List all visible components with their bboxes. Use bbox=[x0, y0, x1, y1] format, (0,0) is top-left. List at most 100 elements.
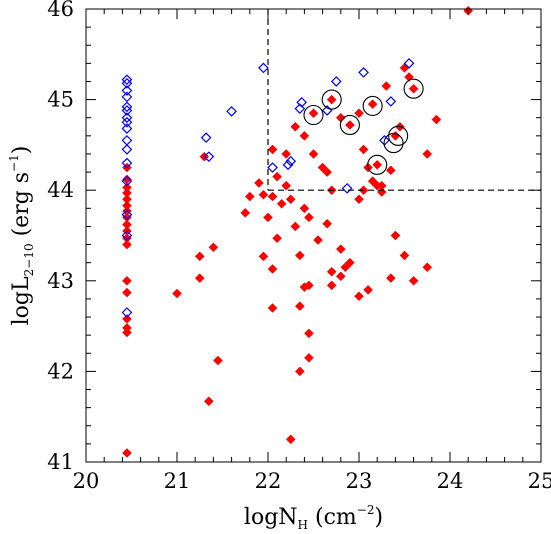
filled-diamond-point bbox=[335, 244, 346, 254]
open-diamond-point bbox=[282, 159, 294, 171]
open-diamond-point bbox=[121, 123, 133, 134]
filled-diamond-point bbox=[203, 396, 214, 407]
filled-diamond-point bbox=[304, 212, 314, 223]
open-diamond-point bbox=[121, 77, 133, 89]
open-diamond-point bbox=[121, 135, 133, 146]
filled-diamond-point bbox=[244, 191, 255, 202]
y-tick-label: 43 bbox=[47, 269, 74, 293]
filled-diamond-point bbox=[258, 251, 269, 262]
filled-diamond-point bbox=[258, 189, 269, 200]
filled-diamond-point bbox=[294, 366, 305, 377]
filled-diamond-point bbox=[122, 448, 132, 458]
axis-ticks bbox=[85, 8, 542, 463]
filled-diamond-point bbox=[299, 203, 310, 214]
filled-diamond-point bbox=[422, 262, 433, 273]
filled-diamond-point bbox=[290, 221, 301, 232]
filled-diamond-point bbox=[399, 63, 410, 73]
filled-diamond-point bbox=[326, 266, 337, 277]
circled-point bbox=[303, 104, 324, 126]
filled-diamond-point bbox=[194, 251, 205, 262]
filled-diamond-point bbox=[194, 273, 205, 283]
filled-diamond-point bbox=[272, 171, 282, 182]
filled-diamond-point bbox=[304, 352, 314, 363]
open-diamond-point bbox=[121, 307, 133, 318]
filled-diamond-point bbox=[213, 355, 223, 366]
filled-diamond-point bbox=[281, 180, 292, 191]
open-diamond-point bbox=[358, 67, 369, 78]
filled-diamond-point bbox=[272, 233, 282, 244]
filled-diamond-point bbox=[372, 159, 383, 170]
open-diamond-point bbox=[121, 175, 133, 187]
filled-diamond-point bbox=[354, 108, 364, 119]
circled-point bbox=[403, 78, 424, 99]
filled-diamond-point bbox=[294, 301, 305, 312]
filled-diamond-point bbox=[390, 130, 401, 141]
circled-point bbox=[321, 89, 342, 110]
tick-labels: 20 21 22 23 24 25 41 42 43 44 45 46 bbox=[47, 0, 551, 493]
open-diamond-point bbox=[330, 76, 342, 87]
open-diamond-point bbox=[385, 96, 397, 107]
circled-point bbox=[367, 154, 388, 175]
filled-diamond-point bbox=[308, 149, 319, 159]
open-diamond-point bbox=[121, 105, 133, 116]
filled-diamond-point bbox=[313, 235, 323, 245]
open-diamond-point bbox=[121, 144, 133, 155]
circled-point bbox=[388, 125, 409, 146]
x-axis-label: logNH (cm−2) bbox=[244, 503, 383, 532]
y-tick-label: 42 bbox=[47, 359, 74, 383]
y-tick-label: 46 bbox=[47, 0, 74, 21]
filled-diamond-point bbox=[322, 218, 333, 229]
filled-diamond-point bbox=[285, 194, 296, 205]
open-diamond-point bbox=[296, 96, 308, 108]
filled-diamond-point bbox=[408, 83, 419, 94]
filled-diamond-point bbox=[390, 230, 401, 241]
filled-diamond-point bbox=[285, 434, 296, 445]
x-tick-label: 25 bbox=[528, 469, 551, 493]
circled-point bbox=[362, 95, 383, 116]
filled-diamond-point bbox=[408, 275, 419, 286]
plot-frame bbox=[85, 8, 542, 463]
filled-diamond-point bbox=[172, 288, 182, 299]
filled-diamond-point bbox=[304, 280, 314, 291]
filled-diamond-point bbox=[326, 94, 337, 105]
filled-diamond-point bbox=[431, 114, 442, 125]
filled-diamond-point bbox=[122, 313, 132, 324]
open-diamond-point bbox=[203, 151, 215, 163]
open-diamond-point bbox=[285, 155, 297, 167]
highlight-region bbox=[267, 9, 541, 191]
filled-diamond-point bbox=[335, 271, 346, 282]
x-tick-label: 21 bbox=[164, 469, 191, 493]
filled-diamond-point bbox=[367, 99, 378, 109]
filled-diamond-point bbox=[267, 144, 278, 155]
filled-diamond-point bbox=[294, 250, 305, 261]
filled-diamond-point bbox=[267, 303, 278, 313]
filled-diamond-point bbox=[276, 198, 287, 209]
filled-diamond-point bbox=[358, 144, 369, 155]
filled-diamond-point bbox=[122, 275, 132, 286]
x-tick-label: 20 bbox=[73, 469, 100, 493]
filled-diamond-point bbox=[122, 287, 132, 298]
open-diamond-point bbox=[200, 132, 212, 144]
open-diamond-point bbox=[121, 85, 133, 96]
open-diamond-point bbox=[121, 116, 133, 128]
filled-diamond-point bbox=[345, 257, 355, 268]
filled-diamond-point bbox=[399, 250, 410, 261]
open-diamond-point bbox=[226, 106, 237, 117]
open-diamond-point bbox=[258, 62, 269, 74]
x-tick-label: 24 bbox=[437, 469, 464, 493]
filled-diamond-point bbox=[304, 328, 314, 339]
data-marks bbox=[121, 5, 474, 458]
filled-diamond-point bbox=[254, 178, 264, 188]
filled-diamond-point bbox=[299, 130, 310, 141]
filled-diamond-point bbox=[385, 165, 396, 176]
filled-diamond-point bbox=[290, 121, 301, 132]
open-diamond-point bbox=[121, 91, 133, 103]
filled-diamond-point bbox=[267, 191, 278, 202]
open-diamond-point bbox=[267, 162, 278, 173]
filled-diamond-point bbox=[267, 264, 278, 274]
y-tick-label: 45 bbox=[47, 88, 74, 112]
x-tick-label: 23 bbox=[346, 469, 373, 493]
y-tick-label: 41 bbox=[47, 450, 74, 474]
filled-diamond-point bbox=[354, 194, 364, 205]
